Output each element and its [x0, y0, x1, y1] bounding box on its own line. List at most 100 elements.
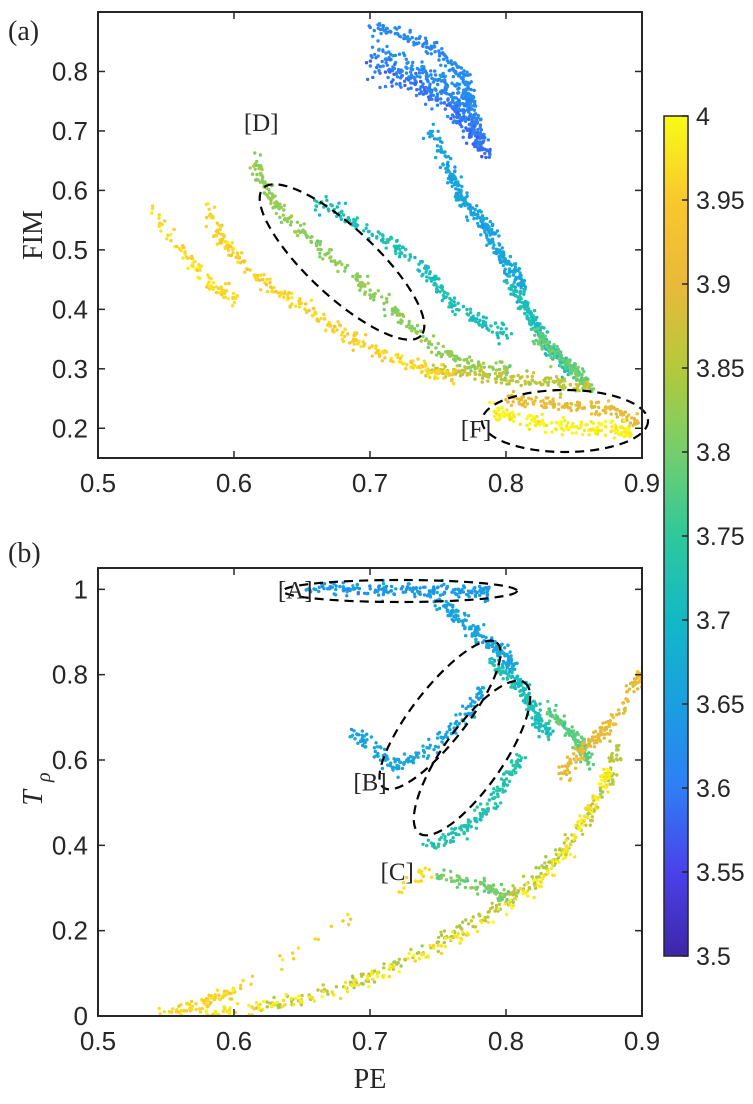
scatter-point	[457, 308, 461, 312]
scatter-point	[515, 752, 519, 757]
scatter-point	[435, 590, 439, 595]
scatter-point	[285, 297, 290, 302]
scatter-point	[607, 724, 612, 729]
scatter-point	[377, 352, 382, 356]
scatter-point	[399, 85, 403, 89]
scatter-point	[560, 357, 565, 362]
scatter-point	[490, 644, 495, 649]
scatter-point	[418, 75, 422, 79]
scatter-point	[434, 353, 439, 357]
scatter-point	[216, 231, 220, 235]
scatter-point	[572, 837, 576, 841]
scatter-point	[433, 604, 437, 608]
scatter-point	[498, 248, 502, 252]
scatter-point	[377, 47, 381, 51]
scatter-point	[563, 419, 567, 423]
x-tick-label: 0.8	[488, 468, 524, 498]
scatter-point	[418, 79, 423, 84]
scatter-point	[581, 823, 585, 827]
scatter-point	[285, 219, 290, 224]
scatter-point	[335, 214, 339, 218]
scatter-point	[298, 230, 302, 235]
scatter-point	[507, 662, 511, 667]
scatter-point	[492, 787, 496, 791]
scatter-point	[433, 73, 438, 77]
scatter-point	[468, 696, 472, 701]
scatter-point	[255, 275, 260, 280]
scatter-point	[231, 304, 235, 308]
scatter-point	[441, 71, 445, 76]
scatter-point	[373, 749, 377, 754]
scatter-point	[458, 369, 462, 374]
scatter-point	[298, 297, 302, 301]
scatter-point	[523, 405, 527, 409]
scatter-point	[469, 80, 473, 84]
scatter-point	[332, 324, 337, 328]
scatter-point	[538, 708, 542, 712]
scatter-point	[509, 654, 513, 658]
scatter-point	[445, 103, 449, 107]
scatter-point	[255, 159, 259, 164]
scatter-point	[499, 882, 504, 887]
scatter-point	[267, 188, 271, 192]
scatter-point	[228, 1018, 231, 1021]
scatter-point	[478, 811, 482, 816]
scatter-point	[469, 704, 473, 708]
scatter-point	[550, 862, 555, 867]
scatter-point	[545, 330, 549, 334]
scatter-point	[402, 752, 407, 756]
scatter-point	[417, 71, 422, 75]
scatter-point	[538, 702, 542, 706]
scatter-point	[432, 591, 436, 596]
scatter-point	[543, 378, 547, 383]
scatter-point	[343, 980, 348, 984]
scatter-point	[486, 920, 490, 925]
scatter-point	[456, 587, 461, 591]
scatter-point	[247, 1003, 251, 1008]
scatter-point	[530, 378, 534, 382]
scatter-point	[532, 895, 536, 900]
scatter-point	[592, 730, 596, 735]
scatter-point	[479, 132, 483, 136]
scatter-point	[434, 346, 438, 350]
scatter-point	[533, 718, 537, 722]
scatter-point	[465, 194, 469, 198]
scatter-point	[455, 354, 459, 358]
scatter-point	[429, 47, 433, 51]
scatter-point	[201, 998, 206, 1003]
scatter-point	[501, 659, 506, 664]
scatter-point	[203, 1002, 208, 1007]
scatter-point	[602, 736, 606, 740]
scatter-point	[274, 211, 278, 216]
scatter-point	[309, 298, 313, 302]
annotation-f: [F]	[461, 416, 492, 443]
scatter-point	[462, 69, 466, 73]
scatter-point	[376, 54, 380, 58]
scatter-point	[339, 217, 344, 221]
scatter-point	[376, 289, 380, 293]
scatter-point	[335, 205, 339, 209]
scatter-point	[389, 359, 393, 363]
scatter-point	[518, 765, 522, 769]
scatter-point	[284, 992, 288, 997]
scatter-point	[554, 859, 558, 863]
scatter-point	[510, 378, 515, 383]
scatter-point	[468, 129, 472, 133]
scatter-point	[562, 714, 566, 718]
scatter-point	[452, 619, 456, 623]
scatter-point	[226, 297, 230, 301]
scatter-point	[186, 256, 190, 260]
scatter-point	[425, 746, 429, 750]
scatter-point	[512, 290, 516, 294]
scatter-point	[399, 360, 403, 364]
scatter-point	[229, 253, 233, 258]
scatter-point	[510, 284, 514, 288]
scatter-point	[548, 353, 552, 357]
scatter-point	[396, 313, 400, 317]
scatter-point	[349, 980, 353, 984]
scatter-point	[510, 671, 514, 675]
scatter-point	[421, 744, 425, 748]
scatter-point	[303, 307, 307, 311]
scatter-point	[533, 725, 538, 729]
scatter-point	[407, 258, 411, 262]
